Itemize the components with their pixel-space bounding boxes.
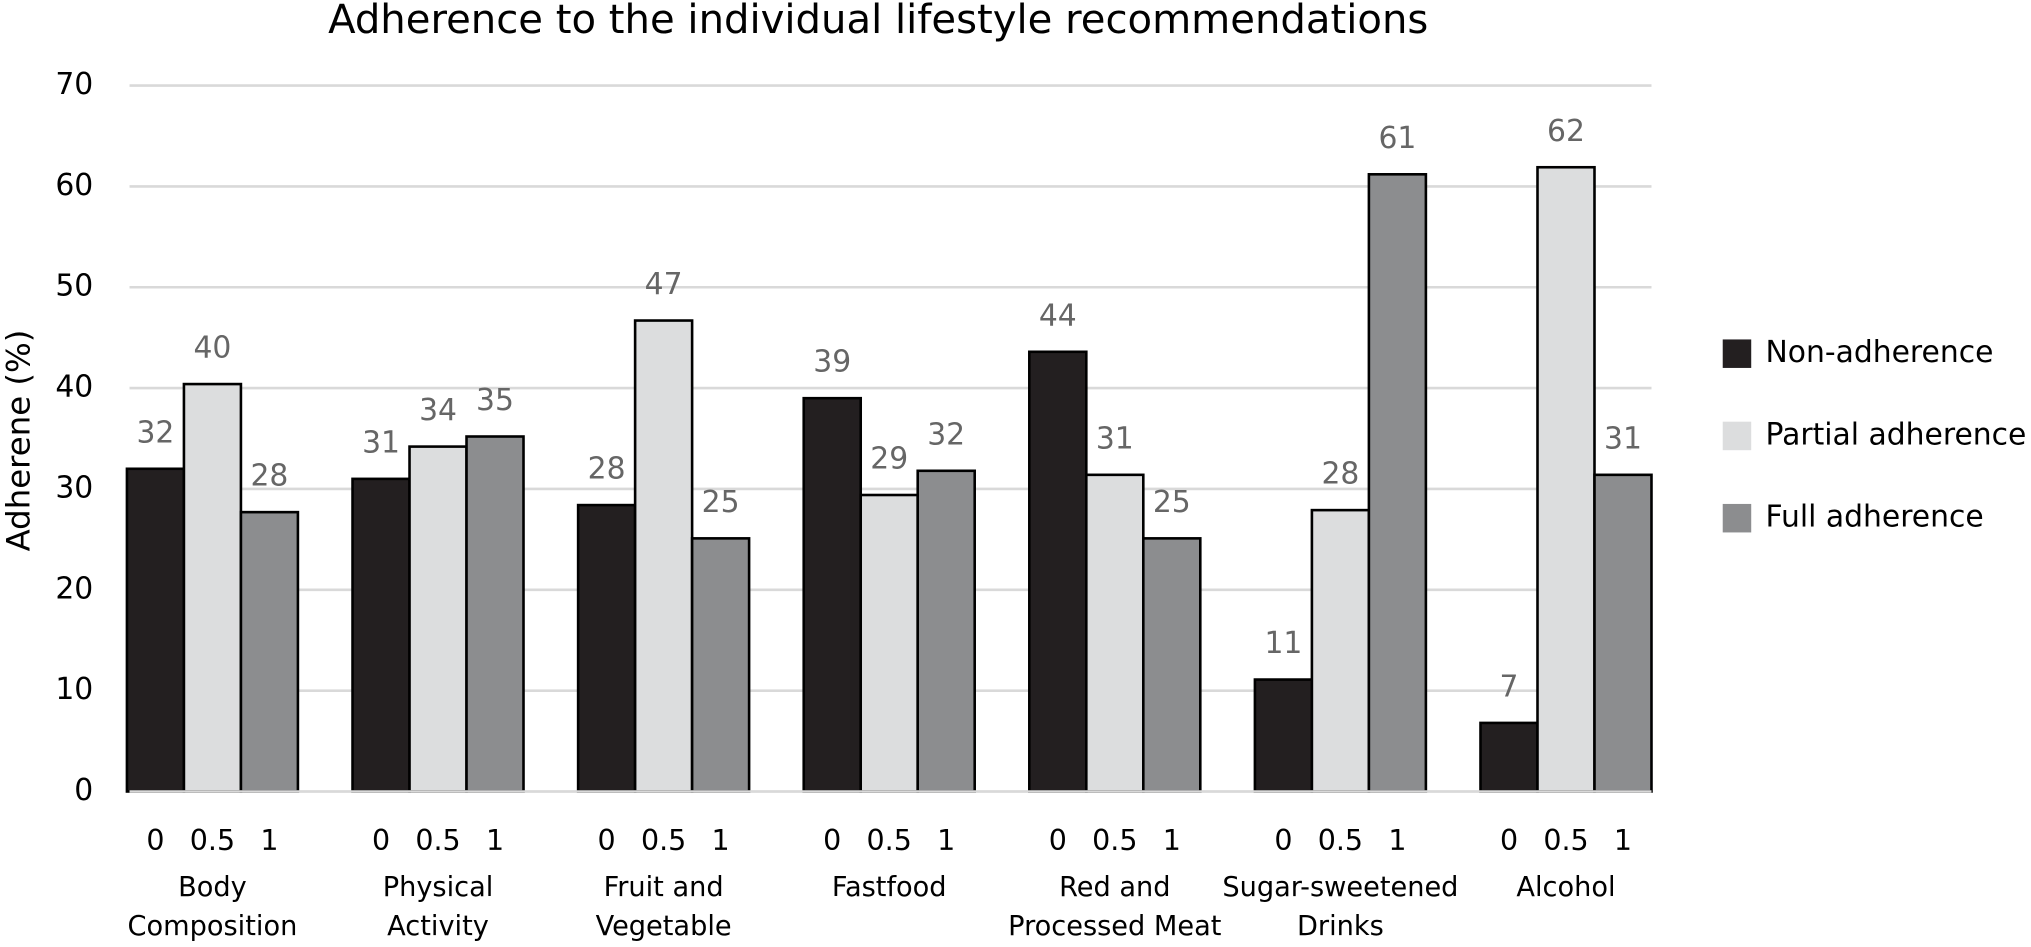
x-tick-label: Activity [387, 911, 489, 942]
bar [125, 467, 186, 793]
bar [576, 503, 637, 793]
x-tick-label: Red and [1059, 872, 1170, 903]
x-tick-label: Fastfood [832, 872, 947, 903]
y-axis-label: Adherene (%) [0, 330, 38, 552]
y-tick-label: 30 [55, 470, 93, 505]
legend-swatch [1722, 339, 1752, 368]
x-subtick-label: 1 [1163, 824, 1181, 857]
value-label: 31 [1604, 421, 1642, 456]
x-subtick-label: 0 [1500, 824, 1518, 857]
bar [1536, 165, 1596, 793]
x-subtick-label: 0 [372, 824, 390, 857]
value-label: 32 [927, 417, 965, 452]
x-subtick-label: 1 [1614, 824, 1632, 857]
bar [1310, 508, 1371, 793]
x-subtick-label: 0.5 [1092, 824, 1137, 857]
legend-swatch [1722, 503, 1752, 533]
y-tick-label: 0 [74, 773, 93, 808]
bar [633, 319, 694, 793]
x-subtick-label: 0.5 [641, 824, 686, 857]
x-subtick-label: 0 [1049, 824, 1067, 857]
bar [1085, 473, 1145, 793]
x-subtick-label: 0.5 [190, 824, 235, 857]
value-label: 25 [702, 485, 740, 520]
x-tick-label: Composition [128, 911, 298, 942]
y-tick-label: 70 [55, 67, 93, 102]
value-label: 34 [419, 393, 457, 428]
chart-title: Adherence to the individual lifestyle re… [328, 0, 1428, 43]
x-subtick-label: 0 [823, 824, 841, 857]
x-tick-label: Sugar-sweetened [1222, 872, 1458, 903]
value-label: 25 [1153, 485, 1191, 520]
x-subtick-label: 0.5 [867, 824, 912, 857]
x-subtick-label: 1 [1388, 824, 1406, 857]
bar [239, 510, 300, 793]
x-subtick-label: 1 [486, 824, 504, 857]
x-subtick-label: 1 [260, 824, 278, 857]
value-label: 61 [1378, 121, 1416, 156]
value-label: 44 [1039, 298, 1077, 333]
legend-label: Non-adherence [1765, 335, 1993, 370]
y-tick-label: 20 [55, 571, 93, 606]
value-label: 7 [1500, 669, 1519, 704]
value-label: 40 [193, 331, 231, 366]
value-label: 28 [1321, 457, 1359, 492]
value-label: 39 [813, 345, 851, 380]
value-label: 28 [250, 459, 288, 494]
x-tick-label: Vegetable [596, 911, 732, 942]
bar [182, 382, 243, 793]
x-subtick-label: 0.5 [1318, 824, 1363, 857]
legend-label: Full adherence [1765, 500, 1983, 535]
bar [690, 537, 751, 793]
y-tick-label: 10 [55, 672, 93, 707]
x-subtick-label: 1 [937, 824, 955, 857]
bar [1253, 678, 1314, 793]
x-subtick-label: 0 [146, 824, 164, 857]
x-tick-label: Drinks [1297, 911, 1384, 942]
bar [859, 493, 920, 793]
y-tick-label: 40 [55, 370, 93, 405]
legend-label: Partial adherence [1765, 417, 2026, 452]
value-label: 29 [870, 442, 908, 477]
y-tick-label: 50 [55, 269, 93, 304]
value-label: 35 [476, 383, 514, 418]
x-subtick-label: 0.5 [1543, 824, 1588, 857]
x-subtick-label: 1 [712, 824, 730, 857]
bar [1142, 537, 1202, 793]
value-label: 31 [362, 425, 400, 460]
x-subtick-label: 0.5 [415, 824, 460, 857]
bar [465, 435, 525, 793]
x-tick-label: Alcohol [1516, 872, 1615, 903]
value-label: 32 [136, 415, 174, 450]
bar [1479, 721, 1539, 793]
bar [916, 469, 976, 793]
legend-swatch [1722, 421, 1752, 451]
value-label: 31 [1096, 421, 1134, 456]
y-tick-label: 60 [55, 168, 93, 203]
value-label: 62 [1547, 114, 1585, 149]
x-tick-label: Processed Meat [1008, 911, 1222, 942]
x-tick-label: Body [178, 872, 247, 903]
bar [408, 445, 468, 793]
bar [1593, 473, 1653, 793]
bar [1367, 173, 1428, 793]
bar [802, 396, 863, 793]
x-subtick-label: 0 [1274, 824, 1292, 857]
value-label: 47 [645, 267, 683, 302]
x-tick-label: Physical [383, 872, 494, 903]
value-label: 28 [588, 452, 626, 487]
x-tick-label: Fruit and [604, 872, 724, 903]
bar [1028, 350, 1088, 793]
value-label: 11 [1264, 626, 1302, 661]
bar [351, 477, 411, 793]
x-subtick-label: 0 [598, 824, 616, 857]
